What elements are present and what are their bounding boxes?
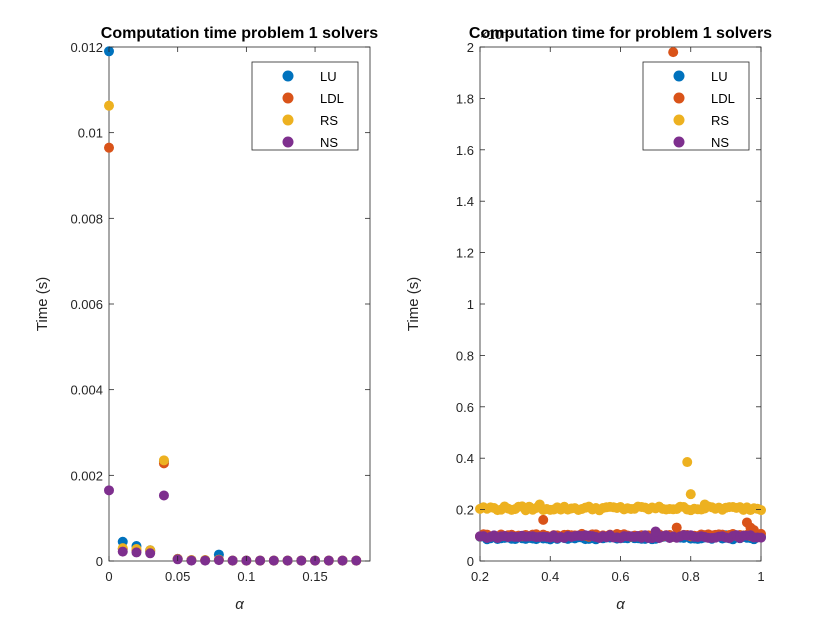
legend-label-lu: LU [320, 69, 337, 84]
legend-label-ldl: LDL [711, 91, 735, 106]
legend-box [642, 61, 750, 151]
right-chart-markers [475, 47, 766, 545]
y-tick-label: 0.2 [456, 503, 474, 518]
left-x-axis-label: α [235, 596, 244, 613]
legend-label-rs: RS [711, 113, 729, 128]
legend-marker-ns [282, 136, 294, 148]
y-tick-label: 0.006 [70, 297, 103, 312]
y-tick-label: 1.2 [456, 246, 474, 261]
data-point-rs [756, 505, 766, 516]
x-tick-label: 0.6 [611, 569, 629, 584]
data-point-rs [699, 499, 710, 510]
data-point-ldl [668, 47, 679, 58]
x-tick-label: 0 [105, 569, 112, 584]
data-point-rs [685, 489, 696, 500]
y-tick-label: 0.4 [456, 451, 474, 466]
data-point-ldl [538, 514, 549, 525]
data-point-ldl [671, 522, 682, 533]
legend-marker-ns [673, 136, 685, 148]
x-tick-label: 0.05 [165, 569, 190, 584]
legend-marker-ldl [673, 92, 685, 104]
right-chart-legend: LU LDL RS NS [642, 61, 750, 151]
data-point-ns [131, 547, 142, 558]
data-point-ns [158, 490, 169, 501]
data-point-ns [145, 548, 156, 559]
right-chart-title: Computation time for problem 1 solvers [469, 25, 772, 42]
y-tick-label: 0.6 [456, 400, 474, 415]
y-tick-label: 1.4 [456, 194, 474, 209]
left-chart-title: Computation time problem 1 solvers [101, 25, 378, 42]
y-tick-label: 2 [467, 40, 474, 55]
legend-marker-lu [282, 70, 294, 82]
y-tick-label: 0.008 [70, 211, 103, 226]
right-chart-ticks: 0.2 0.4 0.6 0.8 100.20.40.60.811.21.41.61.82 [456, 40, 765, 584]
data-point-ns [268, 555, 279, 566]
legend-label-ns: NS [320, 135, 338, 150]
y-tick-label: 0.002 [70, 468, 103, 483]
y-tick-label: 0.012 [70, 40, 103, 55]
legend-box [251, 61, 359, 151]
right-chart: 0.2 0.4 0.6 0.8 100.20.40.60.811.21.41.61.82… [405, 25, 772, 613]
y-tick-label: 0.8 [456, 348, 474, 363]
data-point-ns [213, 555, 224, 566]
legend-marker-rs [282, 114, 294, 126]
data-point-ns [323, 555, 334, 566]
data-point-ldl [104, 142, 114, 153]
data-point-rs [104, 100, 114, 111]
x-tick-label: 0.15 [302, 569, 327, 584]
legend-marker-rs [673, 114, 685, 126]
y-tick-label: 1 [467, 297, 474, 312]
data-point-rs [682, 457, 693, 468]
data-point-ns [117, 546, 128, 557]
x-tick-label: 0.4 [541, 569, 559, 584]
left-chart-legend: LU LDL RS NS [251, 61, 359, 151]
left-chart: 0 0.05 0.1 0.15 0 0.002 0.004 0.006 0.008 0.01 0.0… [34, 25, 378, 613]
x-tick-label: 1 [757, 569, 764, 584]
data-point-ns [104, 485, 114, 496]
y-tick-label: 1.8 [456, 91, 474, 106]
data-point-ns [200, 555, 211, 566]
right-y-axis-label: Time (s) [405, 277, 422, 331]
legend-label-ldl: LDL [320, 91, 344, 106]
right-y-exponent-label: ×10⁻⁴ [480, 27, 515, 42]
data-point-ns [282, 555, 293, 566]
data-point-rs [534, 499, 545, 510]
y-tick-label: 0 [96, 554, 103, 569]
left-y-axis-label: Time (s) [34, 277, 51, 331]
legend-label-lu: LU [711, 69, 728, 84]
legend-marker-ldl [282, 92, 294, 104]
right-x-axis-label: α [616, 596, 625, 613]
data-point-ns [351, 555, 362, 566]
x-tick-label: 0.1 [237, 569, 255, 584]
x-tick-label: 0.2 [471, 569, 489, 584]
data-point-ns [186, 555, 197, 566]
legend-marker-lu [673, 70, 685, 82]
data-point-ns [227, 555, 238, 566]
x-tick-label: 0.8 [682, 569, 700, 584]
left-chart-ticks: 0 0.05 0.1 0.15 0 0.002 0.004 0.006 0.008 0.01 0.0… [70, 40, 370, 584]
y-tick-label: 1.6 [456, 143, 474, 158]
legend-label-rs: RS [320, 113, 338, 128]
legend-label-ns: NS [711, 135, 729, 150]
y-tick-label: 0 [467, 554, 474, 569]
y-tick-label: 0.01 [78, 126, 103, 141]
data-point-ns [296, 555, 307, 566]
data-point-ns [337, 555, 348, 566]
data-point-rs [158, 455, 169, 466]
data-point-ns [255, 555, 266, 566]
y-tick-label: 0.004 [70, 383, 103, 398]
data-point-ns [650, 526, 661, 537]
data-point-ns [756, 532, 766, 543]
